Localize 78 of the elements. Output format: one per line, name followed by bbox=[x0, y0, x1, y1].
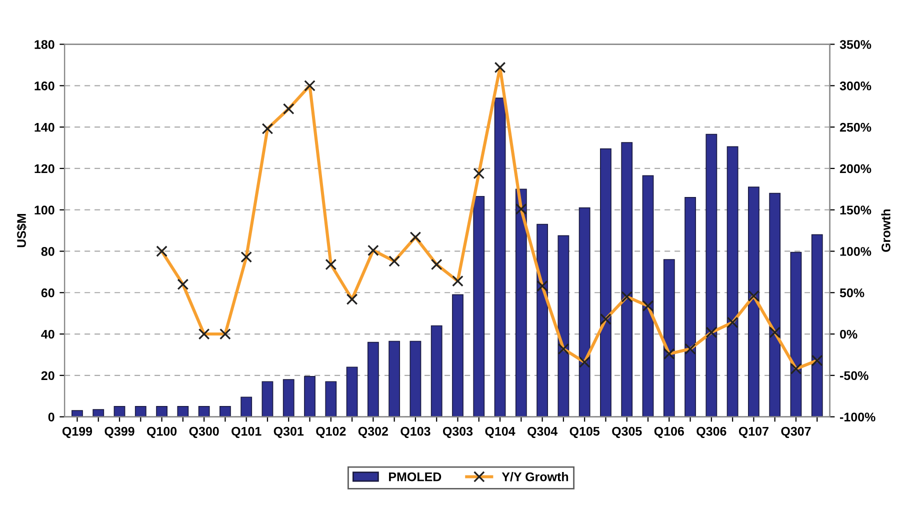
y-tick-label: 100 bbox=[34, 206, 54, 214]
y-tick-label: 120 bbox=[34, 164, 54, 174]
y-axis-title: US$M bbox=[16, 214, 27, 248]
bar bbox=[452, 294, 464, 417]
y2-tick-label: 300% bbox=[840, 81, 872, 90]
y-tick-label: 140 bbox=[34, 122, 54, 132]
bar bbox=[219, 406, 231, 417]
bar bbox=[304, 376, 316, 417]
x-tick-label: Q102 bbox=[316, 426, 346, 438]
bar bbox=[790, 252, 802, 417]
bar bbox=[430, 325, 442, 417]
x-tick-label: Q305 bbox=[612, 426, 642, 438]
x-tick-label: Q302 bbox=[358, 426, 388, 438]
legend-label: PMOLED bbox=[389, 472, 442, 482]
y2-tick-label: 350% bbox=[840, 40, 872, 49]
y-tick-label: 40 bbox=[41, 330, 54, 339]
y-tick-label: 180 bbox=[34, 40, 54, 49]
y2-axis-title: Growth bbox=[881, 209, 890, 252]
x-tick-label: Q304 bbox=[528, 426, 558, 438]
x-tick-label: Q301 bbox=[274, 426, 304, 438]
bar bbox=[748, 186, 760, 417]
bar bbox=[134, 406, 146, 417]
bar bbox=[769, 192, 781, 417]
bar bbox=[663, 259, 675, 417]
y-tick-label: 60 bbox=[41, 288, 54, 298]
bar bbox=[325, 381, 337, 417]
bar bbox=[684, 197, 696, 417]
x-tick-label: Q103 bbox=[400, 426, 430, 438]
y2-tick-label: 150% bbox=[840, 206, 872, 214]
y-tick-label: 160 bbox=[34, 81, 54, 90]
y2-tick-label: 50% bbox=[840, 288, 864, 298]
bar bbox=[578, 207, 590, 417]
bar bbox=[282, 379, 294, 417]
bar bbox=[177, 406, 189, 417]
bar bbox=[156, 406, 168, 417]
y2-tick-label: 0% bbox=[840, 330, 858, 339]
y2-tick-label: -50% bbox=[840, 371, 868, 380]
bar bbox=[346, 366, 358, 417]
x-tick-label: Q101 bbox=[232, 426, 262, 438]
x-tick-label: Q399 bbox=[104, 426, 134, 438]
x-tick-label: Q307 bbox=[781, 426, 811, 438]
bar bbox=[262, 381, 274, 417]
x-tick-label: Q100 bbox=[147, 426, 177, 438]
bar bbox=[494, 98, 506, 417]
bar bbox=[92, 409, 104, 417]
legend-label: Y/Y Growth bbox=[502, 472, 568, 482]
x-tick-label: Q106 bbox=[654, 426, 684, 438]
bar bbox=[600, 148, 612, 417]
x-tick-label: Q199 bbox=[62, 426, 92, 438]
y2-tick-label: 250% bbox=[840, 122, 872, 132]
x-tick-label: Q105 bbox=[570, 426, 600, 438]
y2-tick-label: 200% bbox=[840, 164, 872, 174]
y2-tick-label: -100% bbox=[840, 412, 876, 422]
x-tick-label: Q306 bbox=[696, 426, 726, 438]
bar bbox=[410, 340, 422, 417]
bar bbox=[515, 188, 527, 417]
y2-tick-label: 100% bbox=[840, 247, 872, 256]
bar bbox=[706, 134, 718, 417]
bar bbox=[621, 142, 633, 417]
bar bbox=[114, 406, 126, 417]
y-tick-label: 20 bbox=[41, 371, 54, 380]
x-tick-label: Q104 bbox=[485, 426, 516, 438]
bar bbox=[811, 234, 823, 417]
bar bbox=[473, 196, 485, 417]
x-tick-label: Q107 bbox=[738, 426, 768, 438]
bar bbox=[558, 235, 570, 417]
bar bbox=[198, 406, 210, 417]
bar bbox=[726, 146, 738, 417]
x-tick-label: Q300 bbox=[189, 426, 219, 438]
y-tick-label: 80 bbox=[41, 247, 54, 256]
y-tick-label: 0 bbox=[48, 412, 54, 422]
x-tick-label: Q303 bbox=[442, 426, 473, 438]
bar bbox=[240, 396, 252, 417]
bar bbox=[642, 175, 654, 417]
bar bbox=[367, 342, 379, 417]
bar bbox=[536, 224, 548, 417]
bar bbox=[72, 410, 83, 417]
bar bbox=[388, 340, 400, 417]
